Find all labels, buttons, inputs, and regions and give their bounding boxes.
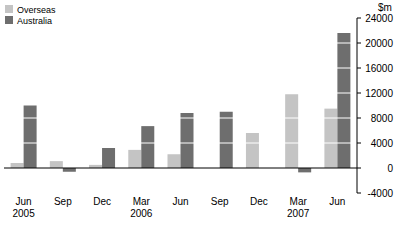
x-tick-label-line: Mar xyxy=(290,196,308,207)
y-tick xyxy=(357,168,361,169)
x-tick-label: Sep xyxy=(211,196,229,207)
zero-line xyxy=(4,168,357,169)
bar xyxy=(102,148,115,168)
y-tick-label: 8000 xyxy=(371,113,394,124)
bar xyxy=(168,154,181,168)
x-tick-label-line: Mar xyxy=(133,196,151,207)
x-tick-label: Sep xyxy=(54,196,72,207)
grid-line xyxy=(4,143,357,144)
x-tick-label-line: Dec xyxy=(250,196,268,207)
x-tick-label: Jun xyxy=(329,196,345,207)
x-tick-label-line: 2005 xyxy=(12,208,35,219)
bar xyxy=(128,150,141,168)
bar xyxy=(285,94,298,168)
y-tick-label: 4000 xyxy=(371,138,394,149)
y-tick-label: 0 xyxy=(387,163,393,174)
bar xyxy=(337,33,350,168)
grid-line xyxy=(4,193,357,194)
y-tick xyxy=(357,43,361,44)
bar xyxy=(220,112,233,168)
x-tick-label-line: 2007 xyxy=(287,208,310,219)
y-tick-label: 12000 xyxy=(365,88,393,99)
bar xyxy=(24,106,37,169)
y-tick xyxy=(357,193,361,194)
x-tick-label: Jun2005 xyxy=(12,196,35,219)
bar xyxy=(11,163,24,168)
legend-label: Australia xyxy=(17,16,52,26)
x-tick-label: Dec xyxy=(250,196,268,207)
legend-label: Overseas xyxy=(17,5,56,15)
x-tick-label-line: Jun xyxy=(329,196,345,207)
x-tick-label: Dec xyxy=(93,196,111,207)
x-tick-label-line: Sep xyxy=(211,196,229,207)
bar xyxy=(63,168,76,172)
y-label: $m xyxy=(378,2,392,13)
y-tick-label: 24000 xyxy=(365,13,393,24)
x-tick-label-line: Jun xyxy=(16,196,32,207)
legend-swatch xyxy=(5,16,13,24)
x-tick-label: Mar2007 xyxy=(287,196,310,219)
x-tick-label-line: Jun xyxy=(172,196,188,207)
y-tick xyxy=(357,18,361,19)
grid-line xyxy=(4,43,357,44)
x-tick-label: Mar2006 xyxy=(130,196,153,219)
y-tick-label: 16000 xyxy=(365,63,393,74)
bars xyxy=(4,18,357,193)
chart: -400004000800012000160002000024000$mJun2… xyxy=(0,0,397,227)
grid-line xyxy=(4,93,357,94)
y-tick xyxy=(357,118,361,119)
bar xyxy=(181,113,194,168)
y-tick xyxy=(357,143,361,144)
bar xyxy=(141,126,154,168)
x-tick-label: Jun xyxy=(172,196,188,207)
y-tick-label: 20000 xyxy=(365,38,393,49)
grid-line xyxy=(4,68,357,69)
y-tick xyxy=(357,68,361,69)
bar xyxy=(50,161,63,168)
x-tick-label-line: Dec xyxy=(93,196,111,207)
y-axis xyxy=(357,18,358,193)
x-tick-label-line: Sep xyxy=(54,196,72,207)
bar xyxy=(298,168,311,172)
y-tick xyxy=(357,93,361,94)
grid-line xyxy=(4,18,357,19)
x-tick-label-line: 2006 xyxy=(130,208,153,219)
bar xyxy=(246,133,259,168)
legend-swatch xyxy=(5,5,13,13)
grid-line xyxy=(4,118,357,119)
y-tick-label: -4000 xyxy=(367,188,393,199)
